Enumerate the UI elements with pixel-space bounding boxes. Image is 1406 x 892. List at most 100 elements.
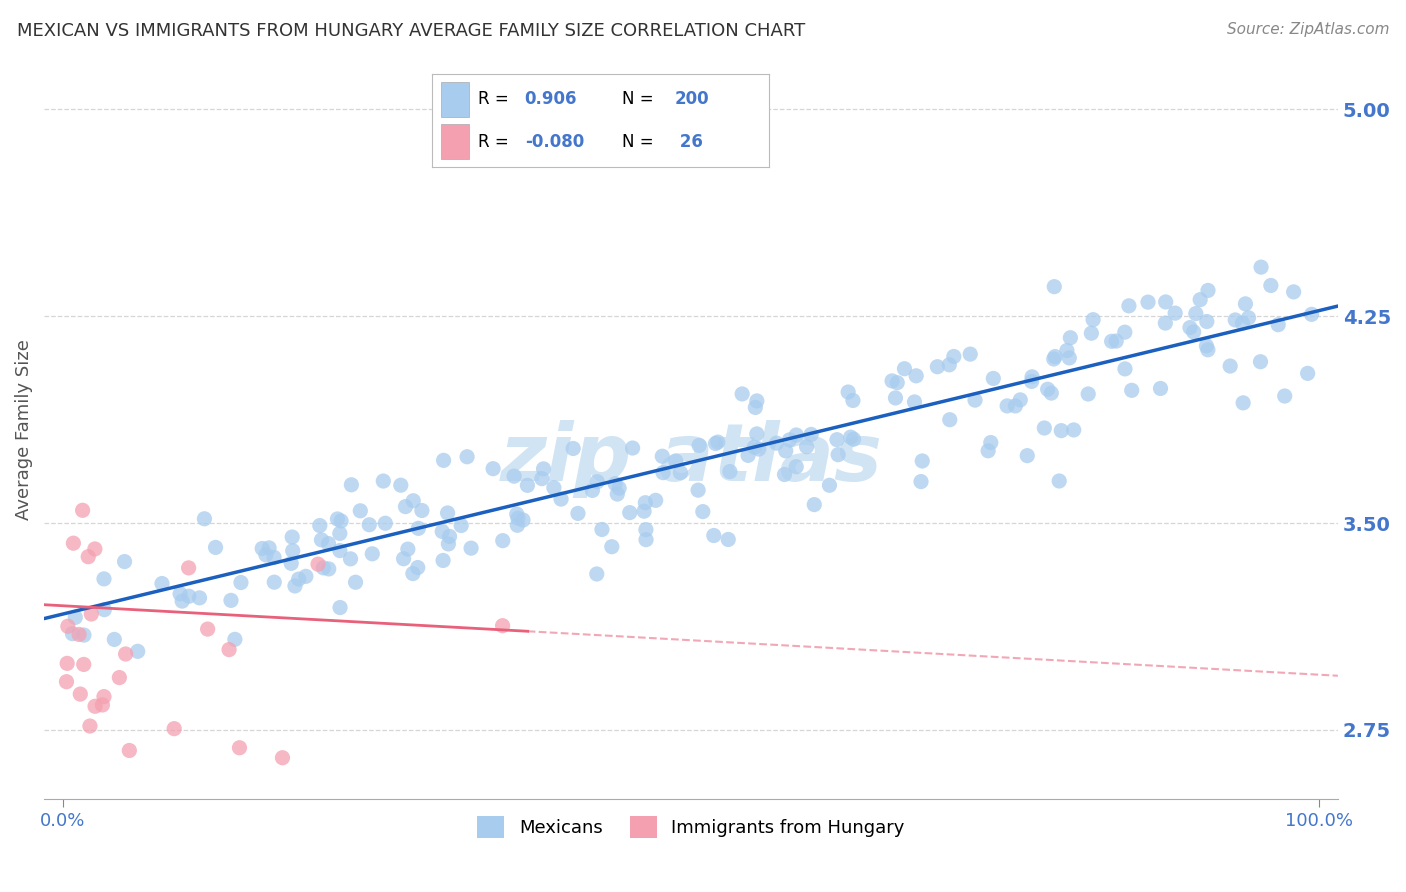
Point xyxy=(745,426,768,441)
Point xyxy=(1149,381,1171,395)
Point xyxy=(543,481,565,495)
Point xyxy=(69,687,91,701)
Point xyxy=(56,657,79,671)
Point xyxy=(1050,424,1073,438)
Point xyxy=(396,542,419,557)
Point xyxy=(707,435,730,450)
Point xyxy=(605,476,627,491)
Point xyxy=(224,632,246,647)
Point xyxy=(318,562,340,576)
Point xyxy=(108,671,131,685)
Point xyxy=(436,506,458,520)
Point xyxy=(172,594,194,608)
Point xyxy=(177,561,200,575)
Point xyxy=(880,374,903,388)
Point xyxy=(55,674,77,689)
Point xyxy=(1164,306,1187,320)
Point xyxy=(737,449,759,463)
Point xyxy=(318,536,340,550)
Point xyxy=(169,587,191,601)
Point xyxy=(607,481,630,495)
Point xyxy=(79,719,101,733)
Point xyxy=(1043,350,1066,364)
Point xyxy=(374,516,396,531)
Point xyxy=(839,430,862,444)
Point xyxy=(114,555,136,569)
Point xyxy=(1137,295,1160,310)
Point xyxy=(1056,343,1078,358)
Point xyxy=(825,433,848,447)
Point xyxy=(1021,369,1043,384)
Point xyxy=(619,506,641,520)
Point xyxy=(633,504,655,518)
Point xyxy=(1040,386,1063,401)
Point xyxy=(1296,367,1319,381)
Point xyxy=(492,533,515,548)
Point xyxy=(73,628,96,642)
Point xyxy=(1042,351,1064,366)
Point xyxy=(939,413,962,427)
Point xyxy=(704,436,727,450)
Point xyxy=(482,461,505,475)
Point xyxy=(308,518,330,533)
Point xyxy=(219,593,242,607)
Point xyxy=(634,496,657,510)
Point xyxy=(581,483,603,498)
Point xyxy=(785,428,807,442)
Point xyxy=(411,503,433,517)
Text: zip atlas: zip atlas xyxy=(499,420,883,498)
Point xyxy=(56,619,79,633)
Point xyxy=(651,449,673,463)
Point xyxy=(585,566,607,581)
Point xyxy=(688,438,710,452)
Point xyxy=(263,575,285,590)
Point xyxy=(905,368,928,383)
Point xyxy=(1232,316,1254,330)
Point xyxy=(349,504,371,518)
Point xyxy=(567,507,589,521)
Point xyxy=(491,618,513,632)
Point xyxy=(1010,392,1032,407)
Point xyxy=(311,533,333,547)
Point xyxy=(842,393,865,408)
Point xyxy=(295,569,318,583)
Point xyxy=(669,466,692,480)
Point xyxy=(1182,325,1205,339)
Point xyxy=(778,433,800,447)
Point xyxy=(271,750,294,764)
Point xyxy=(93,602,115,616)
Point xyxy=(1195,314,1218,328)
Point xyxy=(703,528,725,542)
Point xyxy=(512,513,534,527)
Point xyxy=(114,647,136,661)
Point xyxy=(1077,387,1099,401)
Point xyxy=(1267,318,1289,332)
Point xyxy=(402,566,425,581)
Point xyxy=(432,524,454,539)
Point xyxy=(163,722,186,736)
Point xyxy=(634,533,657,547)
Point xyxy=(506,507,529,521)
Point xyxy=(1154,316,1177,330)
Point xyxy=(193,512,215,526)
Point xyxy=(188,591,211,605)
Point xyxy=(803,498,825,512)
Point xyxy=(65,610,87,624)
Point xyxy=(263,550,285,565)
Point xyxy=(1059,351,1081,365)
Point xyxy=(330,514,353,528)
Point xyxy=(281,543,304,558)
Point xyxy=(254,548,277,562)
Point xyxy=(516,478,538,492)
Point xyxy=(692,505,714,519)
Point xyxy=(765,436,787,450)
Point xyxy=(1114,325,1136,339)
Point xyxy=(1219,359,1241,373)
Point xyxy=(980,435,1002,450)
Point xyxy=(1105,334,1128,348)
Point xyxy=(938,358,960,372)
Point xyxy=(1114,362,1136,376)
Point xyxy=(717,533,740,547)
Point xyxy=(127,644,149,658)
Point xyxy=(373,474,395,488)
